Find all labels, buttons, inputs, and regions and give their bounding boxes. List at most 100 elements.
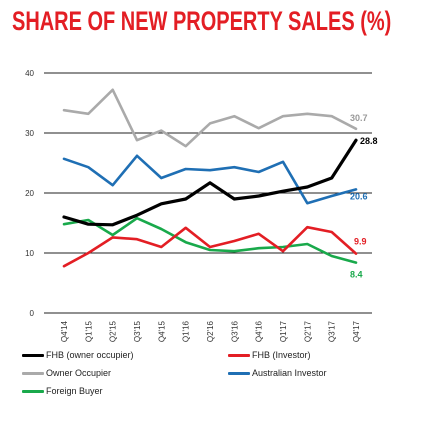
end-value-label: 28.8 — [360, 136, 378, 146]
data-point — [306, 226, 308, 228]
x-tick-label: Q3'17 — [328, 320, 337, 342]
legend-item: Foreign Buyer — [22, 386, 103, 396]
data-point — [355, 262, 357, 264]
y-axis-tick-labels: 0 10 20 30 40 — [25, 69, 34, 318]
x-tick-label: Q3'16 — [230, 320, 239, 342]
data-point — [331, 231, 333, 233]
data-point — [282, 250, 284, 252]
legend-item: Australian Investor — [228, 368, 327, 378]
data-point — [185, 198, 187, 200]
data-point — [87, 252, 89, 254]
legend-label: FHB (owner occupier) — [46, 350, 134, 360]
data-point — [136, 214, 138, 216]
data-point — [306, 186, 308, 188]
x-tick-label: Q4'17 — [352, 320, 361, 342]
data-point — [160, 177, 162, 179]
data-point — [258, 233, 260, 235]
x-tick-label: Q1'17 — [279, 320, 288, 342]
data-point — [282, 246, 284, 248]
data-point — [306, 243, 308, 245]
y-tick-label: 30 — [25, 129, 34, 138]
data-point — [112, 89, 114, 91]
data-point — [258, 195, 260, 197]
data-point — [87, 166, 89, 168]
data-point — [209, 246, 211, 248]
data-point — [282, 161, 284, 163]
legend-swatch — [22, 389, 44, 393]
data-point — [331, 255, 333, 257]
x-tick-label: Q2'17 — [303, 320, 312, 342]
legend-swatch — [228, 353, 250, 357]
data-point — [136, 155, 138, 157]
data-point — [282, 115, 284, 117]
x-tick-label: Q2'15 — [109, 320, 118, 342]
data-point — [209, 249, 211, 251]
end-value-label: 9.9 — [354, 237, 367, 247]
chart-title: SHARE OF NEW PROPERTY SALES (%) — [12, 6, 392, 36]
data-point — [258, 247, 260, 249]
data-point — [355, 139, 357, 141]
data-point — [63, 265, 65, 267]
data-point — [87, 219, 89, 221]
data-point — [87, 223, 89, 225]
data-point — [355, 188, 357, 190]
series-lines — [62, 88, 358, 268]
data-point — [112, 224, 114, 226]
end-value-label: 8.4 — [350, 270, 363, 280]
grid-lines — [44, 72, 372, 314]
legend-swatch — [228, 371, 250, 375]
y-tick-label: 40 — [25, 69, 34, 78]
legend-label: Australian Investor — [252, 368, 327, 378]
data-point — [233, 250, 235, 252]
legend-label: FHB (Investor) — [252, 350, 311, 360]
x-axis-tick-labels: Q4'14 Q1'15 Q2'15 Q3'15 Q4'15 Q1'16 Q2'16 Q3'16… — [60, 320, 361, 342]
legend-swatch — [22, 371, 44, 375]
data-point — [63, 158, 65, 160]
data-point — [63, 223, 65, 225]
legend-item: FHB (owner occupier) — [22, 350, 134, 360]
data-point — [160, 130, 162, 132]
x-tick-label: Q1'16 — [182, 320, 191, 342]
data-point — [63, 216, 65, 218]
data-point — [87, 113, 89, 115]
y-tick-label: 10 — [25, 249, 34, 258]
legend-item: Owner Occupier — [22, 368, 111, 378]
data-point — [233, 115, 235, 117]
data-point — [209, 169, 211, 171]
data-point — [282, 190, 284, 192]
data-point — [63, 109, 65, 111]
data-point — [209, 182, 211, 184]
data-point — [331, 177, 333, 179]
data-point — [185, 168, 187, 170]
end-value-labels: 28.8 9.9 30.7 20.6 8.4 — [350, 113, 378, 280]
data-point — [160, 228, 162, 230]
data-point — [160, 203, 162, 205]
data-point — [233, 240, 235, 242]
x-tick-label: Q4'14 — [60, 320, 69, 342]
data-point — [112, 236, 114, 238]
y-tick-label: 0 — [30, 309, 35, 318]
data-point — [258, 171, 260, 173]
legend-item: FHB (Investor) — [228, 350, 311, 360]
x-tick-label: Q4'16 — [255, 320, 264, 342]
x-tick-label: Q1'15 — [84, 320, 93, 342]
data-point — [209, 122, 211, 124]
legend-swatch — [22, 353, 44, 357]
data-point — [112, 234, 114, 236]
data-point — [258, 127, 260, 129]
x-tick-label: Q4'15 — [157, 320, 166, 342]
legend-label: Owner Occupier — [46, 368, 112, 378]
data-point — [233, 198, 235, 200]
data-point — [112, 184, 114, 186]
line-chart: 0 10 20 30 40 Q4'14 Q1'15 Q2'15 Q3'15 Q4'15 Q1'16… — [25, 69, 378, 342]
x-tick-label: Q3'15 — [133, 320, 142, 342]
end-value-label: 30.7 — [350, 113, 368, 123]
legend-label: Foreign Buyer — [46, 386, 103, 396]
data-point — [136, 139, 138, 141]
series-line-australian-investor — [62, 154, 358, 205]
data-point — [233, 166, 235, 168]
data-point — [306, 202, 308, 204]
data-point — [355, 253, 357, 255]
data-point — [331, 115, 333, 117]
data-point — [185, 227, 187, 229]
